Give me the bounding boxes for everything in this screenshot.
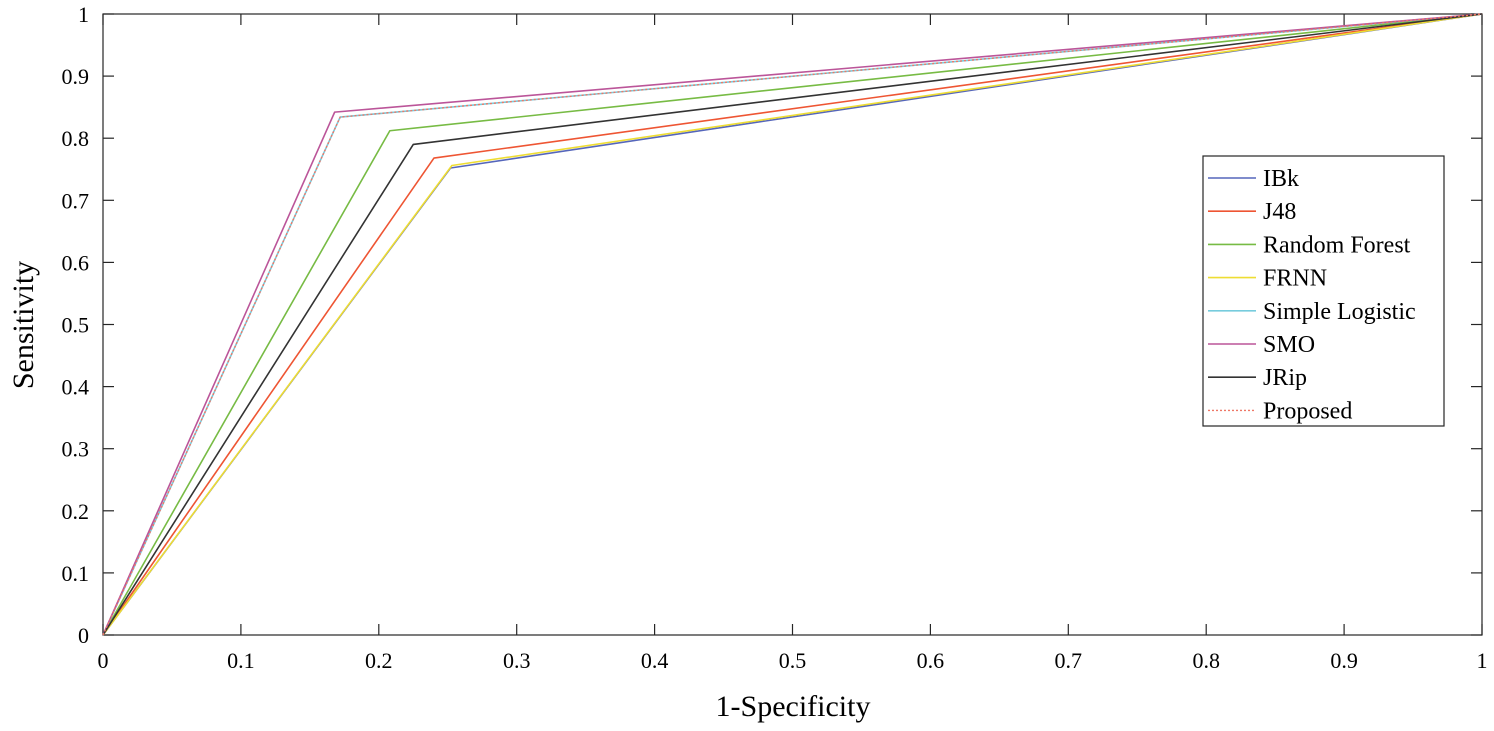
y-tick-labels: 0 0.1 0.2 0.3 0.4 0.5 0.6 0.7 0.8 0.9 1 [62, 2, 90, 648]
axis-ticks [102, 13, 1483, 636]
legend-label-jrip: JRip [1263, 365, 1307, 391]
y-tick-label: 0.5 [62, 313, 90, 338]
series-line-frnn [102, 13, 1483, 636]
x-tick-label: 1 [1477, 648, 1488, 673]
series-line-jrip [102, 13, 1483, 636]
y-tick-label: 0.3 [62, 437, 90, 462]
y-tick-label: 0.1 [62, 561, 90, 586]
legend-label-frnn: FRNN [1263, 266, 1327, 292]
y-tick-label: 0 [78, 623, 89, 648]
y-tick-label: 0.8 [62, 126, 90, 151]
x-tick-label: 0.4 [641, 648, 669, 673]
x-tick-labels: 0 0.1 0.2 0.3 0.4 0.5 0.6 0.7 0.8 0.9 1 [98, 648, 1488, 673]
y-tick-label: 0.4 [62, 375, 90, 400]
legend-label-simple-logistic: Simple Logistic [1263, 299, 1416, 325]
legend-box [1202, 155, 1445, 427]
x-tick-label: 0.8 [1192, 648, 1220, 673]
x-tick-label: 0.6 [917, 648, 945, 673]
x-tick-label: 0.7 [1055, 648, 1083, 673]
x-tick-label: 0.1 [227, 648, 255, 673]
y-tick-label: 0.9 [62, 64, 90, 89]
y-tick-label: 0.7 [62, 188, 90, 213]
x-tick-label: 0.3 [503, 648, 531, 673]
series-line-random-forest [102, 13, 1483, 636]
series-line-j48 [102, 13, 1483, 636]
legend-label-smo: SMO [1263, 332, 1315, 358]
y-tick-label: 1 [78, 2, 89, 27]
x-axis-label: 1-Specificity [716, 690, 871, 723]
legend-label-ibk: IBk [1263, 166, 1299, 192]
x-tick-label: 0.9 [1330, 648, 1358, 673]
legend: IBk J48 Random Forest FRNN Simple Logistic SM… [1202, 155, 1445, 427]
legend-label-proposed: Proposed [1263, 398, 1352, 424]
x-tick-label: 0.2 [365, 648, 393, 673]
series-lines [102, 13, 1483, 636]
y-tick-label: 0.6 [62, 250, 90, 275]
legend-label-random-forest: Random Forest [1263, 232, 1411, 258]
y-tick-label: 0.2 [62, 499, 90, 524]
legend-label-j48: J48 [1263, 199, 1296, 225]
y-axis-label: Sensitivity [7, 261, 40, 389]
series-line-proposed [102, 13, 1483, 636]
x-tick-label: 0 [98, 648, 109, 673]
series-line-smo [102, 13, 1483, 636]
x-tick-label: 0.5 [779, 648, 807, 673]
